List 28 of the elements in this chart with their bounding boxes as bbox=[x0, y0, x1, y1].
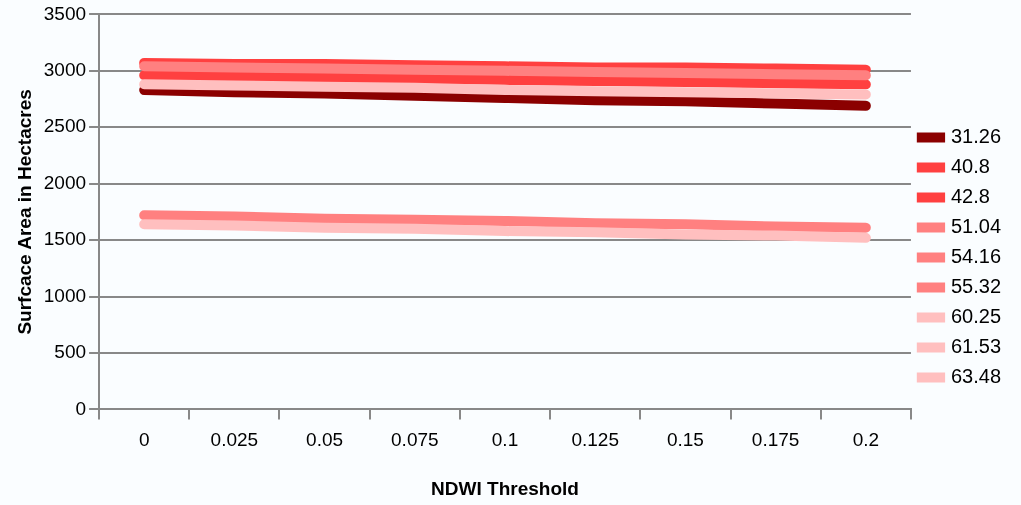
y-tick-label: 500 bbox=[54, 341, 87, 363]
x-tick-label: 0.125 bbox=[571, 429, 619, 451]
legend-label: 42.8 bbox=[950, 185, 990, 208]
legend-label: 40.8 bbox=[950, 155, 990, 178]
x-axis-title: NDWI Threshold bbox=[431, 477, 579, 499]
legend-label: 51.04 bbox=[950, 215, 1002, 238]
y-tick-label: 3000 bbox=[43, 59, 87, 81]
x-tick-label: 0.175 bbox=[751, 429, 800, 451]
x-tick-label: 0.05 bbox=[306, 429, 344, 451]
x-tick-label: 0.075 bbox=[391, 429, 439, 451]
y-tick-label: 1500 bbox=[43, 228, 87, 250]
legend-label: 31.26 bbox=[950, 125, 1002, 148]
x-tick-label: 0.2 bbox=[852, 429, 880, 451]
legend-label: 61.53 bbox=[950, 335, 1002, 358]
x-tick-label: 0.1 bbox=[491, 429, 519, 451]
y-axis-title: Surfcace Area in Hectacres bbox=[13, 89, 35, 335]
x-tick-label: 0.15 bbox=[666, 429, 704, 451]
legend-label: 55.32 bbox=[950, 275, 1002, 298]
y-tick-label: 1000 bbox=[43, 284, 87, 306]
y-tick-label: 0 bbox=[75, 397, 87, 419]
y-tick-label: 2000 bbox=[43, 171, 87, 193]
y-tick-label: 2500 bbox=[43, 115, 87, 137]
legend-label: 60.25 bbox=[950, 305, 1002, 328]
legend-label: 63.48 bbox=[950, 365, 1002, 388]
legend-label: 54.16 bbox=[950, 245, 1002, 268]
y-tick-label: 3500 bbox=[43, 2, 87, 24]
x-tick-label: 0 bbox=[138, 429, 150, 451]
x-tick-label: 0.025 bbox=[210, 429, 259, 451]
